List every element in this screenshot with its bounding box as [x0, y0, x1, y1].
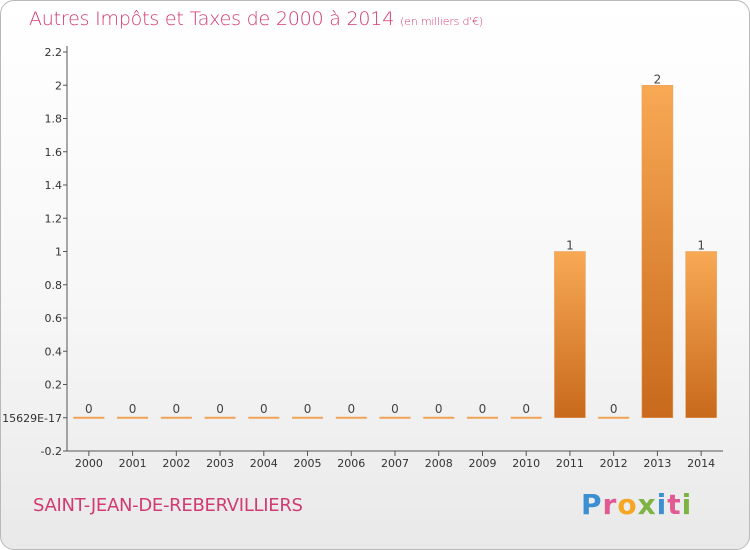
y-tick-label: -0.2: [41, 445, 62, 458]
data-label: 0: [435, 402, 443, 416]
bar: [379, 416, 411, 419]
x-tick-label: 2003: [206, 457, 234, 470]
bar: [510, 416, 542, 419]
bar: [641, 85, 674, 418]
bar: [204, 416, 236, 419]
x-tick-label: 2000: [75, 457, 103, 470]
y-tick-label: 2: [55, 79, 62, 92]
bar: [248, 416, 280, 419]
brand-letter: i: [656, 488, 668, 521]
y-tick-label: 0.8: [45, 279, 63, 292]
x-tick-label: 2004: [250, 457, 278, 470]
x-tick-label: 2005: [294, 457, 322, 470]
data-label: 0: [391, 402, 399, 416]
data-label: 0: [216, 402, 224, 416]
data-label: 0: [522, 402, 530, 416]
place-name: SAINT-JEAN-DE-REBERVILLIERS: [33, 495, 303, 516]
bar: [466, 416, 498, 419]
x-tick-label: 2011: [556, 457, 584, 470]
bar: [685, 251, 717, 418]
data-label: 0: [173, 402, 181, 416]
y-tick-label: 1: [55, 246, 62, 259]
x-tick-label: 2001: [119, 457, 147, 470]
x-tick-label: 2007: [381, 457, 409, 470]
x-tick-label: 2010: [512, 457, 540, 470]
y-tick-label: 2.2: [45, 46, 63, 59]
x-tick-label: 2006: [337, 457, 365, 470]
y-tick-label: 1.6: [45, 146, 63, 159]
brand-letter: x: [637, 488, 657, 521]
y-tick-label: 1.2: [45, 212, 63, 225]
data-label: 2: [654, 72, 662, 86]
y-tick-label: 0.6: [45, 312, 63, 325]
data-label: 0: [85, 402, 93, 416]
bar: [335, 416, 367, 419]
data-label: 0: [304, 402, 312, 416]
data-label: 1: [566, 239, 574, 253]
x-tick-label: 2008: [425, 457, 453, 470]
data-label: 1: [697, 239, 705, 253]
chart-title: Autres Impôts et Taxes de 2000 à 2014 (en…: [29, 8, 483, 30]
y-tick-label: 0.4: [45, 345, 63, 358]
x-tick-label: 2012: [600, 457, 628, 470]
bar: [598, 416, 630, 419]
brand-letter: r: [602, 488, 618, 521]
data-label: 0: [347, 402, 355, 416]
chart-unit: (en milliers d'€): [400, 15, 483, 28]
x-tick-label: 2009: [468, 457, 496, 470]
brand-letter: i: [681, 488, 693, 521]
data-label: 0: [129, 402, 137, 416]
bar: [160, 416, 192, 419]
bar: [292, 416, 324, 419]
bar: [73, 416, 105, 419]
brand-letter: o: [617, 488, 638, 521]
x-tick-label: 2013: [643, 457, 671, 470]
brand-letter: P: [581, 488, 603, 521]
data-label: 0: [610, 402, 618, 416]
data-label: 0: [479, 402, 487, 416]
data-label: 0: [260, 402, 268, 416]
bar: [423, 416, 455, 419]
bar: [554, 251, 586, 418]
bar: [117, 416, 149, 419]
x-tick-label: 2002: [162, 457, 190, 470]
proxiti-logo: Proxiti: [581, 488, 692, 521]
y-tick-label: 1.8: [45, 113, 63, 126]
y-tick-label: 1.4: [45, 179, 63, 192]
x-tick-label: 2014: [687, 457, 715, 470]
y-tick-label: 0.2: [45, 379, 63, 392]
brand-letter: t: [667, 488, 682, 521]
y-tick-label: -1.15629E-17: [1, 412, 62, 425]
